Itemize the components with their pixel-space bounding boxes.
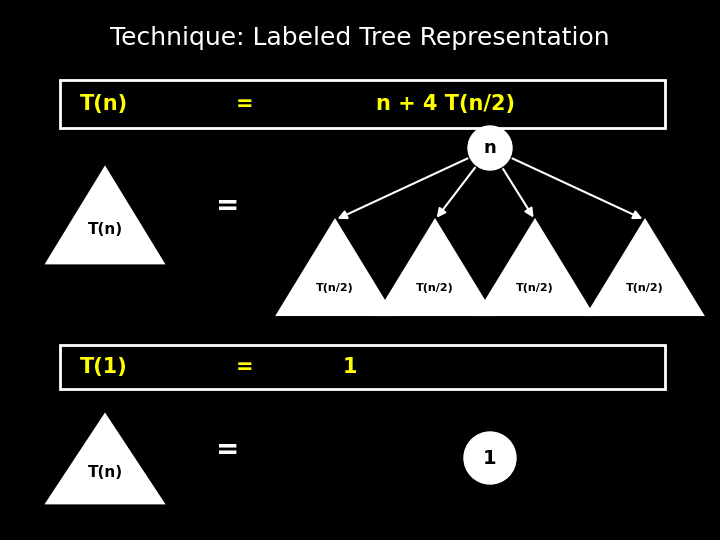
Circle shape: [464, 432, 516, 484]
Text: =: =: [236, 357, 254, 377]
Polygon shape: [277, 220, 393, 315]
Text: T(n/2): T(n/2): [416, 284, 454, 293]
Text: T(n): T(n): [87, 222, 122, 237]
Text: 1: 1: [343, 357, 357, 377]
Polygon shape: [377, 220, 493, 315]
Text: =: =: [216, 192, 240, 220]
Text: T(n/2): T(n/2): [626, 284, 664, 293]
Polygon shape: [47, 415, 163, 503]
Text: 1: 1: [483, 449, 497, 468]
Polygon shape: [477, 220, 593, 315]
Bar: [60, 80, 665, 128]
Polygon shape: [47, 168, 163, 263]
Text: =: =: [236, 94, 254, 114]
Text: n: n: [484, 139, 496, 157]
Text: Technique: Labeled Tree Representation: Technique: Labeled Tree Representation: [110, 26, 610, 50]
Text: n + 4 T(n/2): n + 4 T(n/2): [376, 94, 515, 114]
Text: T(n/2): T(n/2): [516, 284, 554, 293]
Text: =: =: [216, 436, 240, 464]
Text: T(n): T(n): [87, 465, 122, 480]
Circle shape: [468, 126, 512, 170]
Text: T(n): T(n): [80, 94, 128, 114]
Polygon shape: [587, 220, 703, 315]
Text: T(1): T(1): [80, 357, 127, 377]
Text: T(n/2): T(n/2): [316, 284, 354, 293]
Bar: [60, 345, 665, 389]
